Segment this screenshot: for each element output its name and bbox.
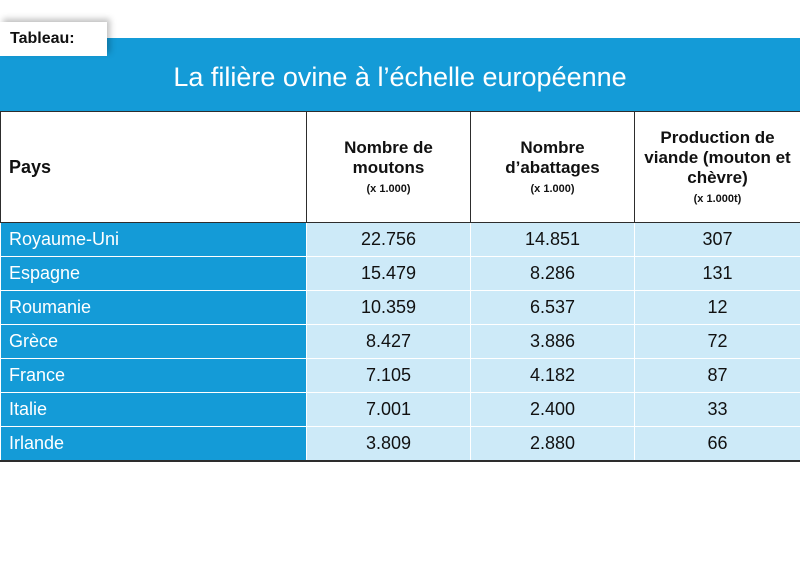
country-cell: Espagne xyxy=(0,256,307,291)
table-row: Italie 7.001 2.400 33 xyxy=(0,392,800,427)
header-label: Nombre de moutons xyxy=(344,137,433,177)
table-title: La filière ovine à l’échelle européenne xyxy=(173,62,627,92)
production-cell: 87 xyxy=(634,358,800,393)
moutons-cell: 3.809 xyxy=(306,426,471,462)
table-row: Irlande 3.809 2.880 66 xyxy=(0,426,800,462)
moutons-cell: 7.105 xyxy=(306,358,471,393)
header-production: Production de viande (mouton et chèvre) … xyxy=(634,111,800,223)
moutons-cell: 7.001 xyxy=(306,392,471,427)
abattages-cell: 14.851 xyxy=(470,222,635,257)
abattages-cell: 8.286 xyxy=(470,256,635,291)
production-cell: 66 xyxy=(634,426,800,462)
header-abattages: Nombre d’abattages (x 1.000) xyxy=(470,111,635,223)
moutons-cell: 22.756 xyxy=(306,222,471,257)
abattages-cell: 4.182 xyxy=(470,358,635,393)
country-cell: Royaume-Uni xyxy=(0,222,307,257)
header-unit: (x 1.000) xyxy=(366,182,411,195)
table-row: Espagne 15.479 8.286 131 xyxy=(0,256,800,291)
table-row: Grèce 8.427 3.886 72 xyxy=(0,324,800,359)
header-moutons: Nombre de moutons (x 1.000) xyxy=(306,111,471,223)
abattages-cell: 2.400 xyxy=(470,392,635,427)
country-cell: France xyxy=(0,358,307,393)
title-bar: La filière ovine à l’échelle européenne xyxy=(0,38,800,111)
header-unit: (x 1.000t) xyxy=(693,192,742,205)
header-unit: (x 1.000) xyxy=(530,182,575,195)
country-cell: Italie xyxy=(0,392,307,427)
production-cell: 33 xyxy=(634,392,800,427)
header-label: Nombre d’abattages xyxy=(505,137,600,177)
header-label: Pays xyxy=(9,157,52,177)
table-row: France 7.105 4.182 87 xyxy=(0,358,800,393)
production-cell: 12 xyxy=(634,290,800,325)
production-cell: 131 xyxy=(634,256,800,291)
header-pays: Pays xyxy=(0,111,307,223)
abattages-cell: 6.537 xyxy=(470,290,635,325)
header-label: Production de viande (mouton et chèvre) xyxy=(644,127,791,187)
country-cell: Roumanie xyxy=(0,290,307,325)
moutons-cell: 15.479 xyxy=(306,256,471,291)
data-table-container: Pays Nombre de moutons (x 1.000) Nombre … xyxy=(0,111,800,462)
production-cell: 307 xyxy=(634,222,800,257)
table-row: Royaume-Uni 22.756 14.851 307 xyxy=(0,222,800,257)
production-cell: 72 xyxy=(634,324,800,359)
moutons-cell: 10.359 xyxy=(306,290,471,325)
moutons-cell: 8.427 xyxy=(306,324,471,359)
table-row: Roumanie 10.359 6.537 12 xyxy=(0,290,800,325)
tab-label: Tableau: xyxy=(0,22,107,56)
abattages-cell: 3.886 xyxy=(470,324,635,359)
data-table: Pays Nombre de moutons (x 1.000) Nombre … xyxy=(0,111,800,462)
country-cell: Grèce xyxy=(0,324,307,359)
country-cell: Irlande xyxy=(0,426,307,462)
abattages-cell: 2.880 xyxy=(470,426,635,462)
header-row: Pays Nombre de moutons (x 1.000) Nombre … xyxy=(0,111,800,223)
